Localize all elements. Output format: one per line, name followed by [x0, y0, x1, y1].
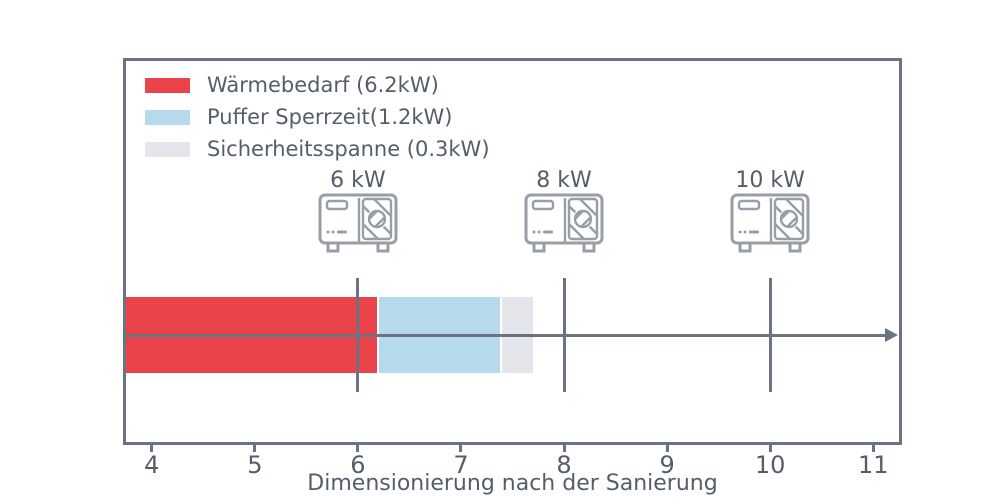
marker-label-8kw: 8 kW [536, 168, 592, 193]
legend-swatch-waermebedarf [145, 77, 190, 93]
plot-area [123, 58, 902, 445]
x-axis-label: Dimensionierung nach der Sanierung [307, 471, 718, 496]
tick-label: 4 [144, 451, 160, 479]
tick-mark [562, 445, 566, 452]
legend-label-sicherheitsspanne: Sicherheitsspanne (0.3kW) [207, 137, 490, 161]
tick-mark [871, 445, 875, 452]
legend-item-puffer-sperrzeit: Puffer Sperrzeit(1.2kW) [145, 101, 490, 133]
power-axis-arrow-head [885, 328, 898, 342]
tick-mark [356, 445, 360, 452]
legend-swatch-sicherheitsspanne [145, 141, 190, 157]
tick-label: 8 [556, 451, 572, 479]
legend-label-puffer-sperrzeit: Puffer Sperrzeit(1.2kW) [207, 105, 453, 129]
marker-label-6kw: 6 kW [330, 168, 386, 193]
legend-label-waermebedarf: Wärmebedarf (6.2kW) [207, 73, 439, 97]
tick-mark [768, 445, 772, 452]
tick-label: 10 [754, 451, 786, 479]
marker-line-10kw [768, 278, 772, 392]
legend-item-waermebedarf: Wärmebedarf (6.2kW) [145, 69, 490, 101]
heat-pump-icon [730, 193, 810, 253]
tick-mark [459, 445, 463, 452]
tick-label: 11 [857, 451, 889, 479]
marker-label-10kw: 10 kW [735, 168, 805, 193]
heat-pump-icon [524, 193, 604, 253]
tick-label: 9 [659, 451, 675, 479]
tick-mark [253, 445, 257, 452]
marker-line-6kw [356, 278, 360, 392]
legend: Wärmebedarf (6.2kW) Puffer Sperrzeit(1.2… [145, 69, 490, 165]
heat-pump-icon [318, 193, 398, 253]
tick-label: 5 [247, 451, 263, 479]
tick-label: 7 [453, 451, 469, 479]
power-axis-arrow-line [126, 334, 886, 337]
legend-swatch-puffer-sperrzeit [145, 109, 190, 125]
marker-line-8kw [562, 278, 566, 392]
legend-item-sicherheitsspanne: Sicherheitsspanne (0.3kW) [145, 133, 490, 165]
tick-mark [665, 445, 669, 452]
tick-mark [150, 445, 154, 452]
tick-label: 6 [350, 451, 366, 479]
